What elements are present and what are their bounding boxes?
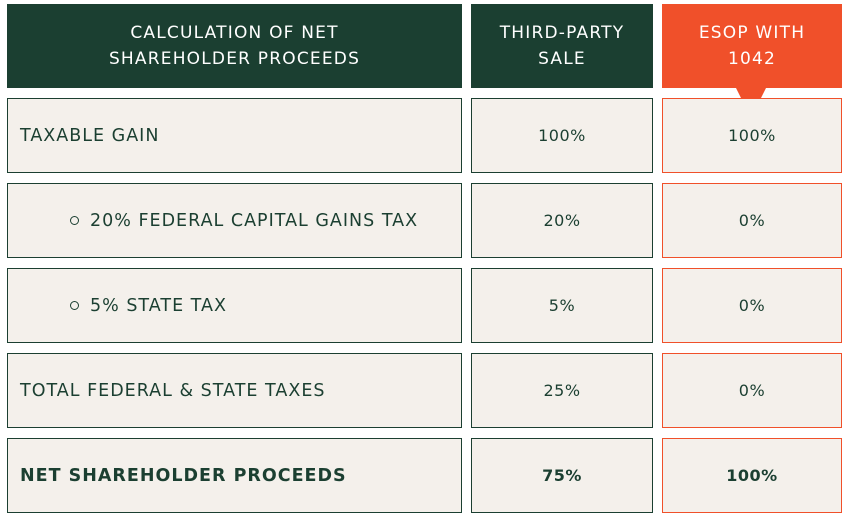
header-esop-text: ESOP WITH 1042 <box>698 23 806 69</box>
row-label-text: 20% FEDERAL CAPITAL GAINS TAX <box>90 210 419 231</box>
third-party-taxable-gain: 100% <box>471 98 653 173</box>
row-label-net-proceeds: NET SHAREHOLDER PROCEEDS <box>7 438 462 513</box>
value-text: 25% <box>543 381 581 400</box>
value-text: 0% <box>738 211 766 230</box>
third-party-net-proceeds: 75% <box>471 438 653 513</box>
row-label-state-tax: 5% STATE TAX <box>7 268 462 343</box>
header-esop-column: ESOP WITH 1042 <box>662 4 842 88</box>
row-label-federal-tax: 20% FEDERAL CAPITAL GAINS TAX <box>7 183 462 258</box>
row-label-text: TAXABLE GAIN <box>20 125 160 146</box>
esop-federal-tax: 0% <box>662 183 842 258</box>
row-label-total-taxes: TOTAL FEDERAL & STATE TAXES <box>7 353 462 428</box>
value-text: 100% <box>728 126 776 145</box>
header-label-text: CALCULATION OF NET SHAREHOLDER PROCEEDS <box>108 23 361 69</box>
esop-net-proceeds: 100% <box>662 438 842 513</box>
esop-state-tax: 0% <box>662 268 842 343</box>
row-label-taxable-gain: TAXABLE GAIN <box>7 98 462 173</box>
header-third-party-column: THIRD-PARTY SALE <box>471 4 653 88</box>
esop-taxable-gain: 100% <box>662 98 842 173</box>
third-party-total-taxes: 25% <box>471 353 653 428</box>
value-text: 20% <box>543 211 581 230</box>
row-label-text: 5% STATE TAX <box>90 295 227 316</box>
value-text: 100% <box>538 126 586 145</box>
value-text: 0% <box>738 296 766 315</box>
third-party-state-tax: 5% <box>471 268 653 343</box>
value-text: 100% <box>726 466 778 485</box>
row-label-text: NET SHAREHOLDER PROCEEDS <box>20 465 347 486</box>
esop-total-taxes: 0% <box>662 353 842 428</box>
value-text: 0% <box>738 381 766 400</box>
row-label-text: TOTAL FEDERAL & STATE TAXES <box>20 380 326 401</box>
header-third-party-text: THIRD-PARTY SALE <box>499 23 625 69</box>
third-party-federal-tax: 20% <box>471 183 653 258</box>
header-label-column: CALCULATION OF NET SHAREHOLDER PROCEEDS <box>7 4 462 88</box>
value-text: 5% <box>548 296 576 315</box>
value-text: 75% <box>542 466 582 485</box>
